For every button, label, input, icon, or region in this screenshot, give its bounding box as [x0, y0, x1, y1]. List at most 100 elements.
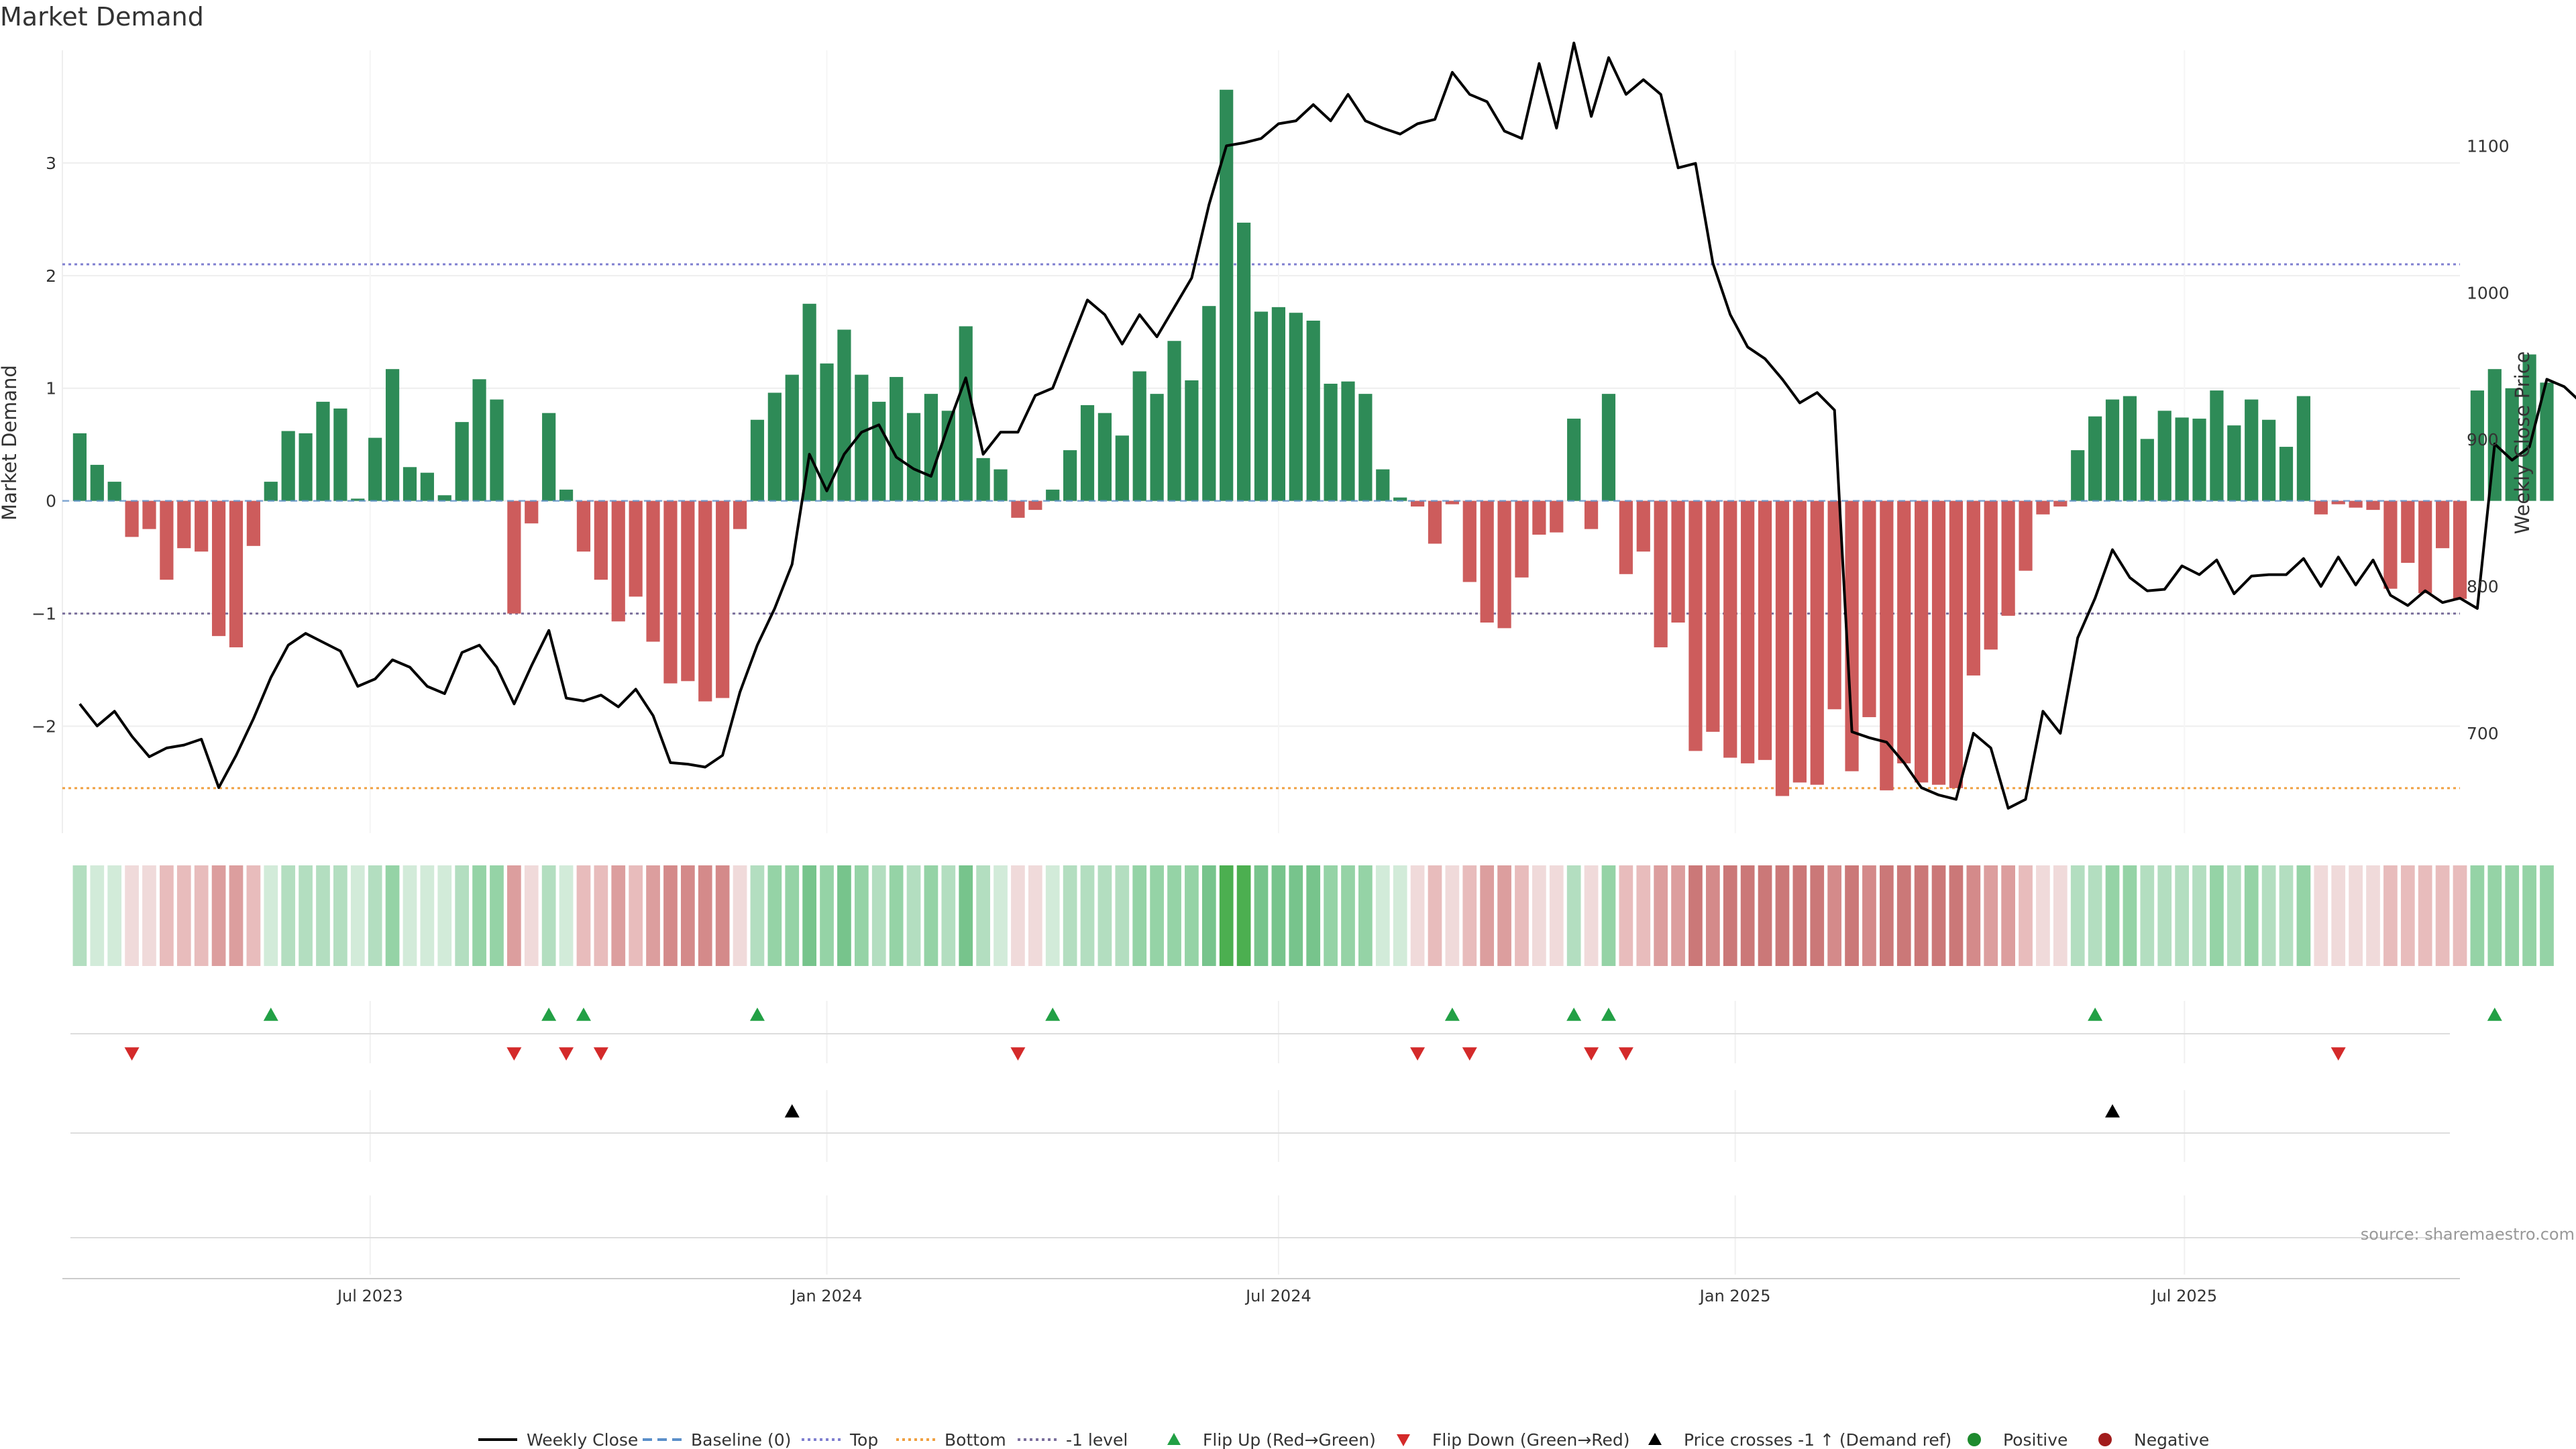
- strip-cell: [576, 865, 591, 966]
- strip-cell: [2435, 865, 2450, 966]
- y-tick-label: 1: [46, 379, 56, 398]
- demand-bar: [2436, 500, 2450, 549]
- strip-cell: [1566, 865, 1581, 966]
- strip-cell: [1896, 865, 1911, 966]
- x-tick-label: Jul 2024: [1244, 1287, 1311, 1305]
- demand-bar: [264, 482, 278, 501]
- demand-bar: [906, 413, 921, 501]
- demand-bar: [2383, 500, 2398, 589]
- demand-bar: [629, 500, 643, 597]
- demand-bar: [490, 399, 504, 501]
- legend-item: Price crosses -1 ↑ (Demand ref): [1648, 1430, 1951, 1449]
- demand-bar: [1671, 500, 1685, 623]
- demand-bar: [1984, 500, 1998, 650]
- strip-cell: [1097, 865, 1112, 966]
- strip-cell: [2226, 865, 2241, 966]
- demand-bar: [1237, 222, 1251, 501]
- strip-cell: [802, 865, 816, 966]
- demand-bar: [1775, 500, 1790, 796]
- demand-bar: [1636, 500, 1650, 552]
- legend-item: Flip Up (Red→Green): [1167, 1430, 1376, 1449]
- strip-cell: [1480, 865, 1495, 966]
- legend-label: Bottom: [945, 1430, 1006, 1449]
- strip-cell: [1688, 865, 1703, 966]
- demand-bar: [2331, 500, 2345, 504]
- flip-up-marker: [1566, 1008, 1582, 1021]
- strip-cell: [1324, 865, 1338, 966]
- y-axis-label: Market Demand: [0, 365, 21, 521]
- flip-down-marker: [2330, 1047, 2346, 1061]
- demand-bar: [1428, 500, 1442, 544]
- demand-bar: [1376, 469, 1390, 501]
- demand-bar: [2279, 447, 2294, 501]
- strip-cell: [2088, 865, 2102, 966]
- demand-bar: [1341, 381, 1355, 501]
- strip-cell: [1758, 865, 1772, 966]
- strip-cell: [2175, 865, 2189, 966]
- demand-bar: [2192, 419, 2206, 501]
- strip-cell: [1723, 865, 1737, 966]
- x-tick-label: Jul 2025: [2150, 1287, 2217, 1305]
- strip-cell: [2349, 865, 2363, 966]
- left-y-axis: 3 2 1 0 −1 −2: [32, 154, 56, 737]
- demand-bar: [1758, 500, 1772, 760]
- legend-swatch-triangle-up: [1648, 1433, 1662, 1445]
- demand-bar: [1654, 500, 1668, 647]
- demand-bar: [2314, 500, 2328, 515]
- strip-cell: [2418, 865, 2432, 966]
- strip-cell: [1845, 865, 1859, 966]
- strip-cell: [2505, 865, 2520, 966]
- reference-lines: [62, 263, 2460, 790]
- demand-bar: [1306, 320, 1320, 501]
- strip-cell: [785, 865, 800, 966]
- demand-bar: [890, 376, 904, 501]
- strip-cell: [1949, 865, 1964, 966]
- strip-cell: [455, 865, 470, 966]
- strip-cell: [906, 865, 921, 966]
- demand-bar: [1115, 435, 1129, 501]
- strip-cell: [72, 865, 87, 966]
- demand-bar: [2088, 416, 2102, 501]
- strip-cell: [1375, 865, 1390, 966]
- demand-bar: [646, 500, 660, 642]
- flip-down-marker: [559, 1047, 574, 1061]
- demand-bar: [2071, 450, 2085, 501]
- price-cross-marker: [2105, 1104, 2121, 1118]
- demand-bar: [385, 369, 400, 501]
- strip-cell: [176, 865, 191, 966]
- strip-cell: [1532, 865, 1546, 966]
- demand-bar: [2175, 417, 2189, 501]
- legend-item: Positive: [1968, 1430, 2068, 1449]
- demand-bar: [1445, 500, 1459, 504]
- flip-down-marker: [1462, 1047, 1477, 1061]
- demand-bar: [2366, 500, 2380, 511]
- strip-cell: [1410, 865, 1425, 966]
- strip-cell: [1115, 865, 1130, 966]
- demand-bar: [1741, 500, 1755, 763]
- strip-cell: [1966, 865, 1981, 966]
- strip-cell: [316, 865, 330, 966]
- demand-bar: [455, 422, 469, 501]
- y-tick-label: 0: [46, 492, 56, 511]
- strip-cell: [1914, 865, 1929, 966]
- demand-bar: [1254, 311, 1269, 501]
- strip-cell: [733, 865, 747, 966]
- strip-cell: [2157, 865, 2172, 966]
- strip-cell: [90, 865, 105, 966]
- legend-label: Flip Down (Green→Red): [1432, 1430, 1630, 1449]
- demand-bar: [107, 482, 121, 501]
- strip-cell: [246, 865, 261, 966]
- legend-item: Bottom: [896, 1430, 1006, 1449]
- demand-bar: [994, 469, 1008, 501]
- y-tick-label: −2: [32, 716, 56, 736]
- y-tick-label: 2: [46, 266, 56, 286]
- strip-cell: [1341, 865, 1355, 966]
- strip-cell: [837, 865, 851, 966]
- demand-bar: [1097, 413, 1112, 501]
- demand-bar: [2470, 390, 2484, 501]
- strip-cell: [941, 865, 956, 966]
- flip-down-marker: [1410, 1047, 1426, 1061]
- demand-bar: [316, 401, 330, 501]
- strip-cell: [1671, 865, 1685, 966]
- strip-cell: [420, 865, 435, 966]
